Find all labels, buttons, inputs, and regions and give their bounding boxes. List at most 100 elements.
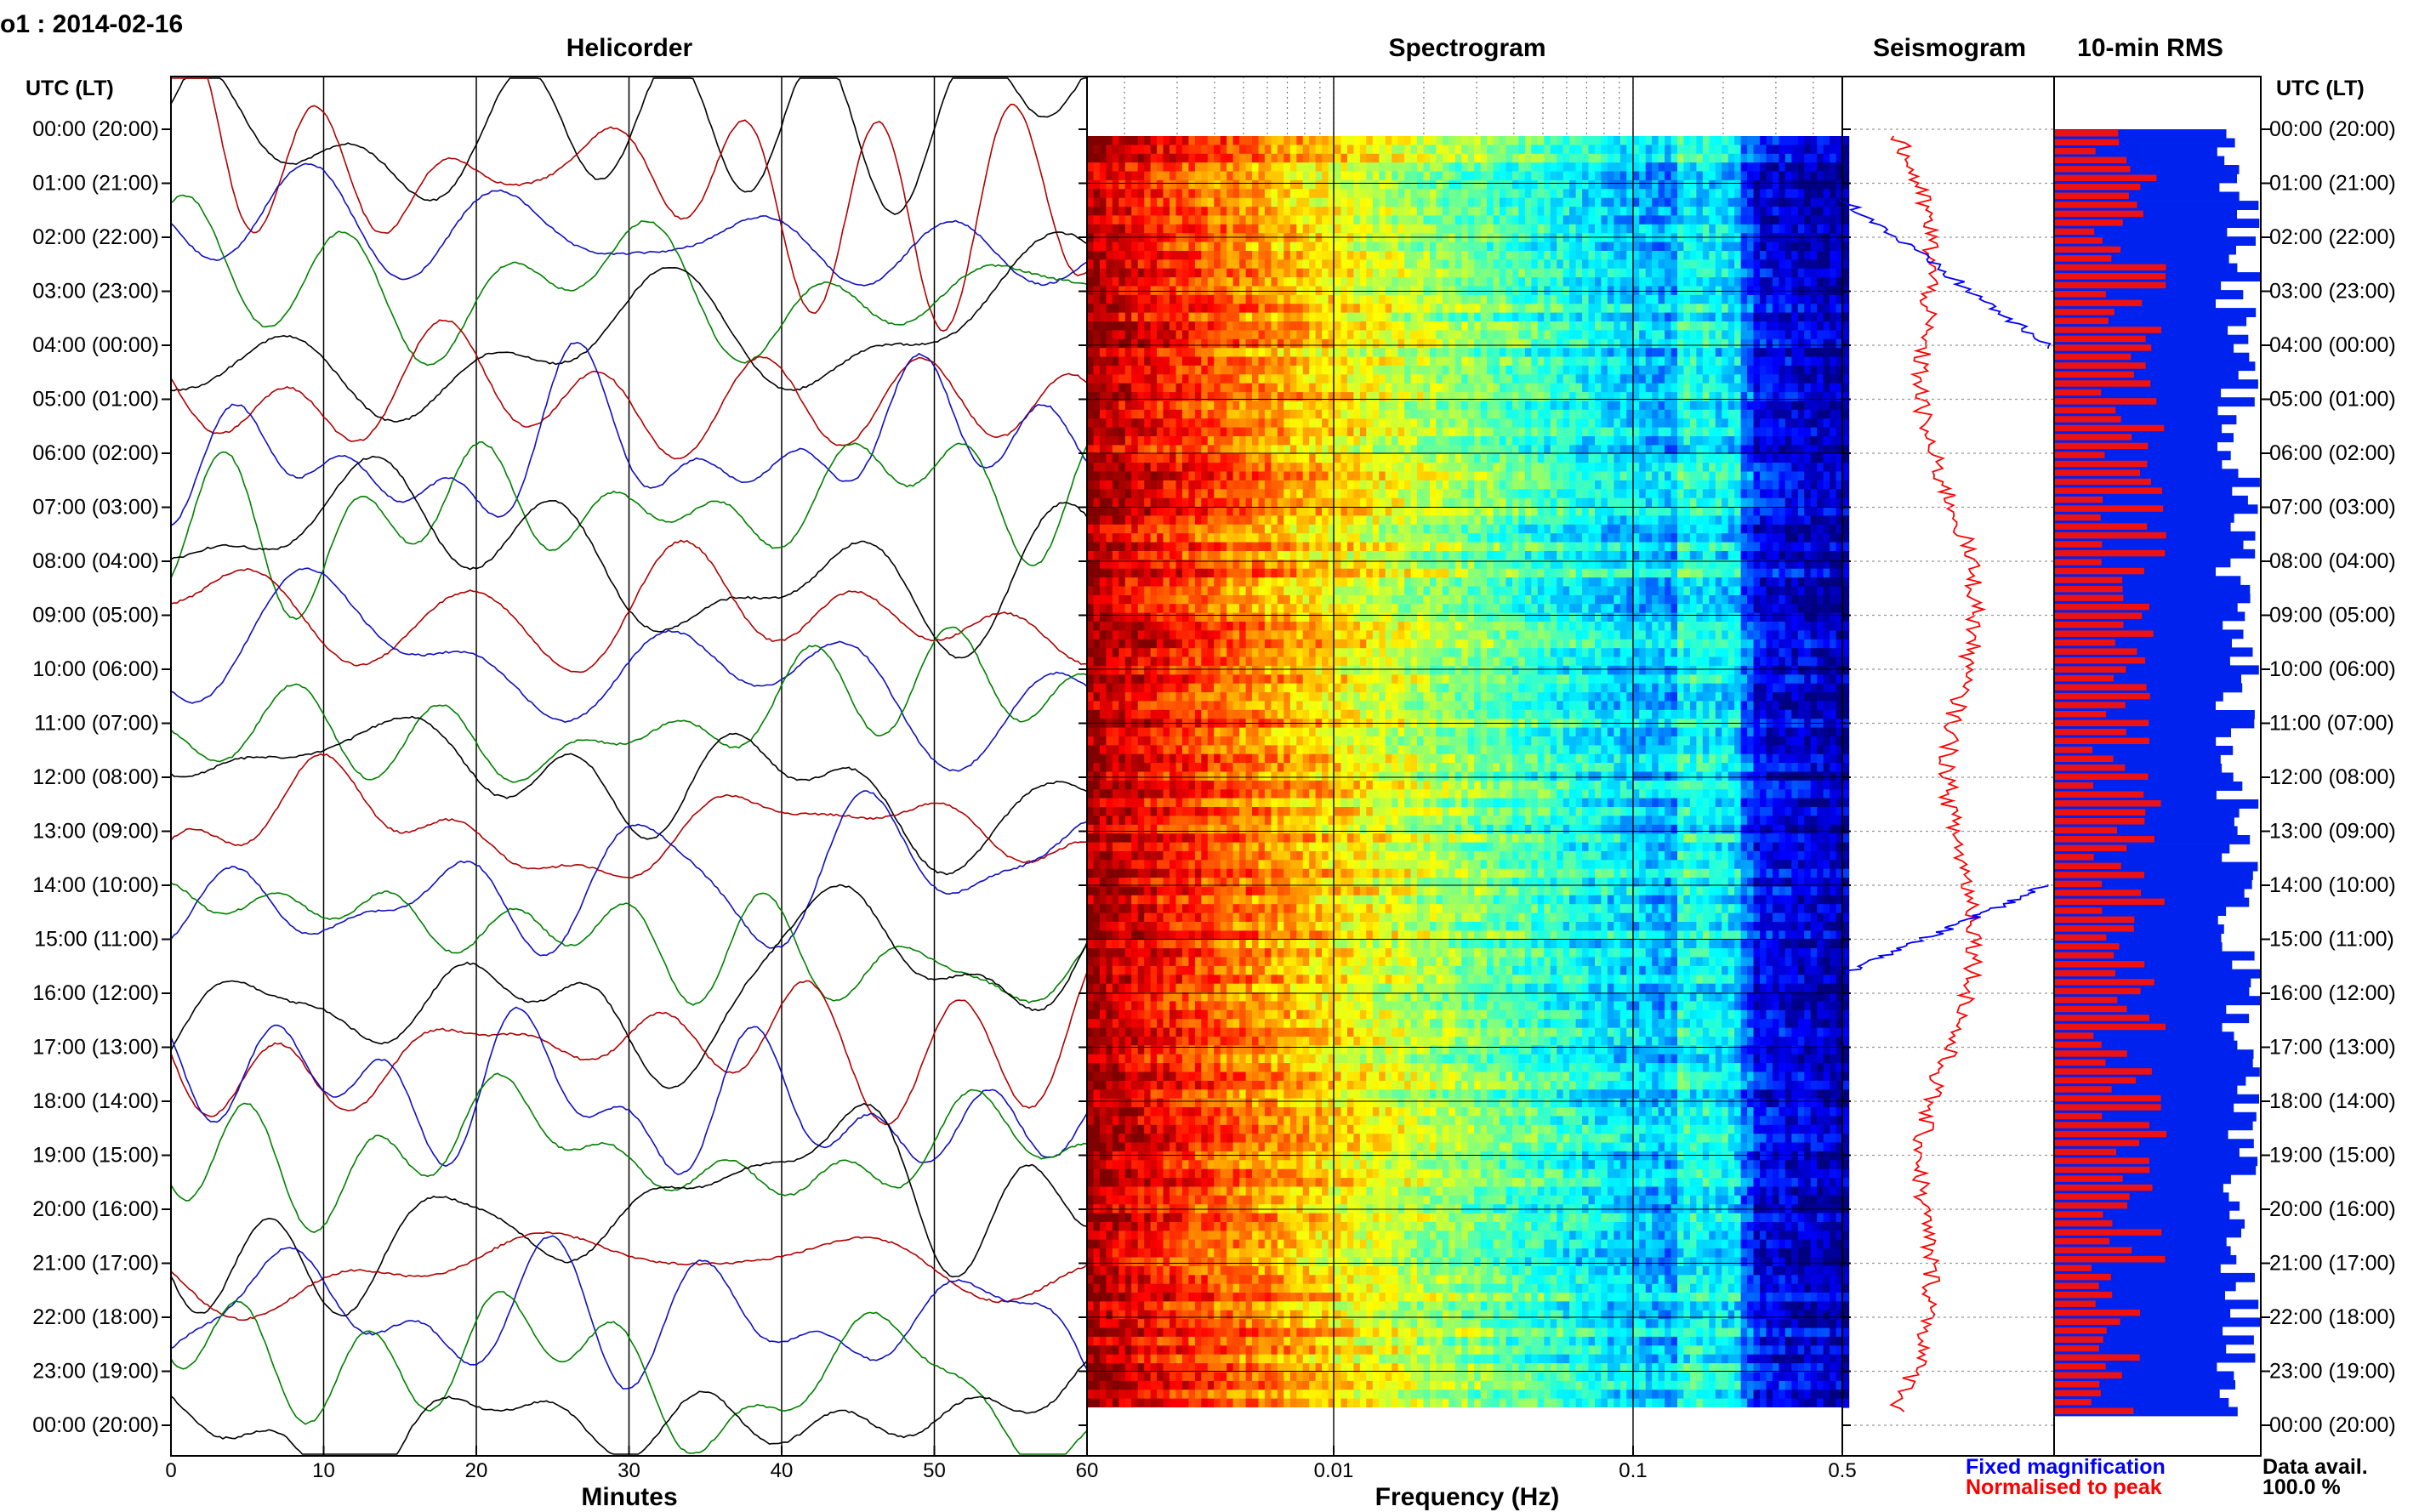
spec-cell (1512, 436, 1520, 446)
spec-cell (1702, 463, 1710, 473)
spec-cell (1779, 171, 1786, 181)
spec-cell (1430, 427, 1437, 437)
spec-cell (1582, 453, 1590, 463)
spec-cell (1289, 153, 1297, 163)
spec-cell (1340, 145, 1348, 155)
spec-cell (1487, 215, 1494, 225)
spec-cell (1328, 445, 1335, 455)
spec-cell (1232, 321, 1240, 331)
spec-cell (1346, 242, 1355, 252)
spec-cell (1328, 145, 1335, 155)
spec-cell (1562, 427, 1570, 437)
spec-cell (1671, 480, 1678, 490)
spec-cell (1099, 259, 1107, 270)
spec-cell (1537, 153, 1545, 163)
spec-cell (1093, 418, 1101, 429)
spec-cell (1671, 136, 1678, 145)
spec-cell (1722, 480, 1729, 490)
spec-cell (1449, 401, 1456, 411)
spec-cell (1665, 338, 1672, 349)
spec-cell (1302, 383, 1310, 393)
spec-cell (1112, 365, 1119, 375)
spec-cell (1474, 251, 1482, 260)
spec-cell (1467, 463, 1475, 473)
spec-cell (1696, 471, 1704, 481)
spec-cell (1410, 348, 1418, 358)
spec-cell (1575, 427, 1583, 437)
spec-cell (1137, 418, 1145, 429)
spec-cell (1289, 268, 1297, 278)
spec-cell (1766, 277, 1773, 287)
spec-cell (1385, 409, 1392, 419)
spec-cell (1201, 145, 1209, 155)
spec-cell (1639, 463, 1647, 473)
spec-cell (1379, 179, 1386, 190)
spec-cell (1170, 401, 1177, 411)
spec-cell (1582, 268, 1590, 278)
spec-cell (1791, 304, 1799, 314)
spec-cell (1093, 471, 1101, 481)
spec-cell (1734, 436, 1742, 446)
spec-cell (1709, 207, 1716, 217)
spec-cell (1220, 304, 1227, 314)
spec-cell (1385, 171, 1392, 181)
spec-cell (1309, 453, 1317, 463)
spec-cell (1614, 374, 1621, 384)
spec-cell (1467, 224, 1475, 234)
spec-cell (1461, 136, 1469, 145)
spec-cell (1619, 489, 1627, 499)
spec-cell (1188, 189, 1196, 199)
spec-cell (1480, 294, 1488, 304)
spec-cell (1531, 294, 1539, 304)
spec-cell (1366, 330, 1374, 340)
spec-cell (1619, 383, 1627, 393)
spec-cell (1379, 374, 1386, 384)
spec-cell (1569, 224, 1577, 234)
spec-cell (1500, 153, 1507, 163)
spec-cell (1093, 294, 1101, 304)
spec-cell (1804, 304, 1812, 314)
spec-cell (1404, 179, 1412, 190)
spec-cell (1239, 153, 1247, 163)
spec-cell (1207, 445, 1215, 455)
spec-cell (1480, 145, 1488, 155)
spec-cell (1683, 401, 1691, 411)
spec-cell (1410, 268, 1418, 278)
spec-cell (1766, 312, 1773, 322)
spec-cell (1207, 294, 1215, 304)
spec-cell (1500, 224, 1507, 234)
spec-cell (1575, 153, 1583, 163)
spec-cell (1264, 242, 1272, 252)
spec-cell (1099, 197, 1107, 207)
spec-cell (1379, 312, 1386, 322)
spec-cell (1150, 392, 1158, 402)
spec-cell (1524, 145, 1533, 155)
spec-cell (1436, 268, 1443, 278)
spec-cell (1232, 392, 1240, 402)
spec-cell (1118, 171, 1126, 181)
spec-cell (1531, 162, 1539, 173)
spec-cell (1734, 356, 1742, 367)
spec-cell (1760, 197, 1767, 207)
spec-cell (1359, 348, 1368, 358)
spec-cell (1322, 427, 1329, 437)
spec-cell (1099, 312, 1107, 322)
spec-cell (1397, 463, 1405, 473)
spec-cell (1804, 471, 1812, 481)
spec-cell (1779, 242, 1786, 252)
spec-cell (1569, 268, 1577, 278)
spec-cell (1309, 251, 1317, 260)
spec-cell (1322, 224, 1329, 234)
spec-cell (1322, 436, 1329, 446)
spec-cell (1747, 189, 1755, 199)
spec-cell (1227, 356, 1234, 367)
spec-cell (1614, 312, 1621, 322)
spec-cell (1372, 171, 1380, 181)
spec-cell (1214, 136, 1221, 145)
spec-cell (1353, 215, 1361, 225)
spec-cell (1442, 162, 1450, 173)
spec-cell (1512, 445, 1520, 455)
spec-cell (1639, 224, 1647, 234)
spec-cell (1194, 189, 1203, 199)
spec-cell (1550, 463, 1557, 473)
